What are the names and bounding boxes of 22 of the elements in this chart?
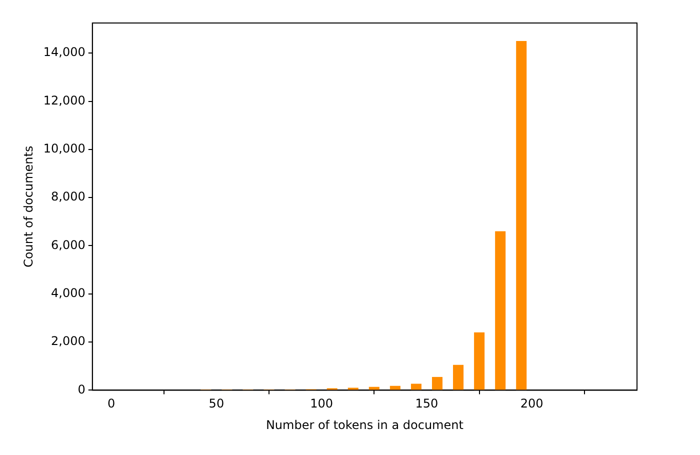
x-tick-label: 200 (520, 396, 544, 411)
x-tick-label: 0 (107, 396, 116, 411)
y-tick-label: 12,000 (43, 93, 86, 108)
bar (495, 231, 506, 390)
x-tick-label: 100 (310, 396, 334, 411)
x-tick-label: 150 (415, 396, 438, 411)
x-axis-title: Number of tokens in a document (266, 418, 464, 432)
bar (390, 386, 400, 390)
bar (432, 376, 442, 390)
x-tick-label: 50 (208, 396, 224, 411)
bar (474, 332, 485, 390)
y-tick-label: 6,000 (51, 238, 86, 252)
bar (453, 364, 464, 390)
y-tick-label: 8,000 (51, 190, 86, 204)
y-tick-label: 0 (78, 382, 86, 396)
bar (516, 41, 527, 390)
y-tick-label: 2,000 (51, 334, 86, 348)
bar (410, 384, 422, 390)
y-tick-label: 10,000 (43, 142, 86, 156)
y-tick-label: 14,000 (43, 45, 86, 60)
y-tick-label: 4,000 (51, 286, 86, 300)
y-axis-title: Count of documents (21, 146, 36, 268)
